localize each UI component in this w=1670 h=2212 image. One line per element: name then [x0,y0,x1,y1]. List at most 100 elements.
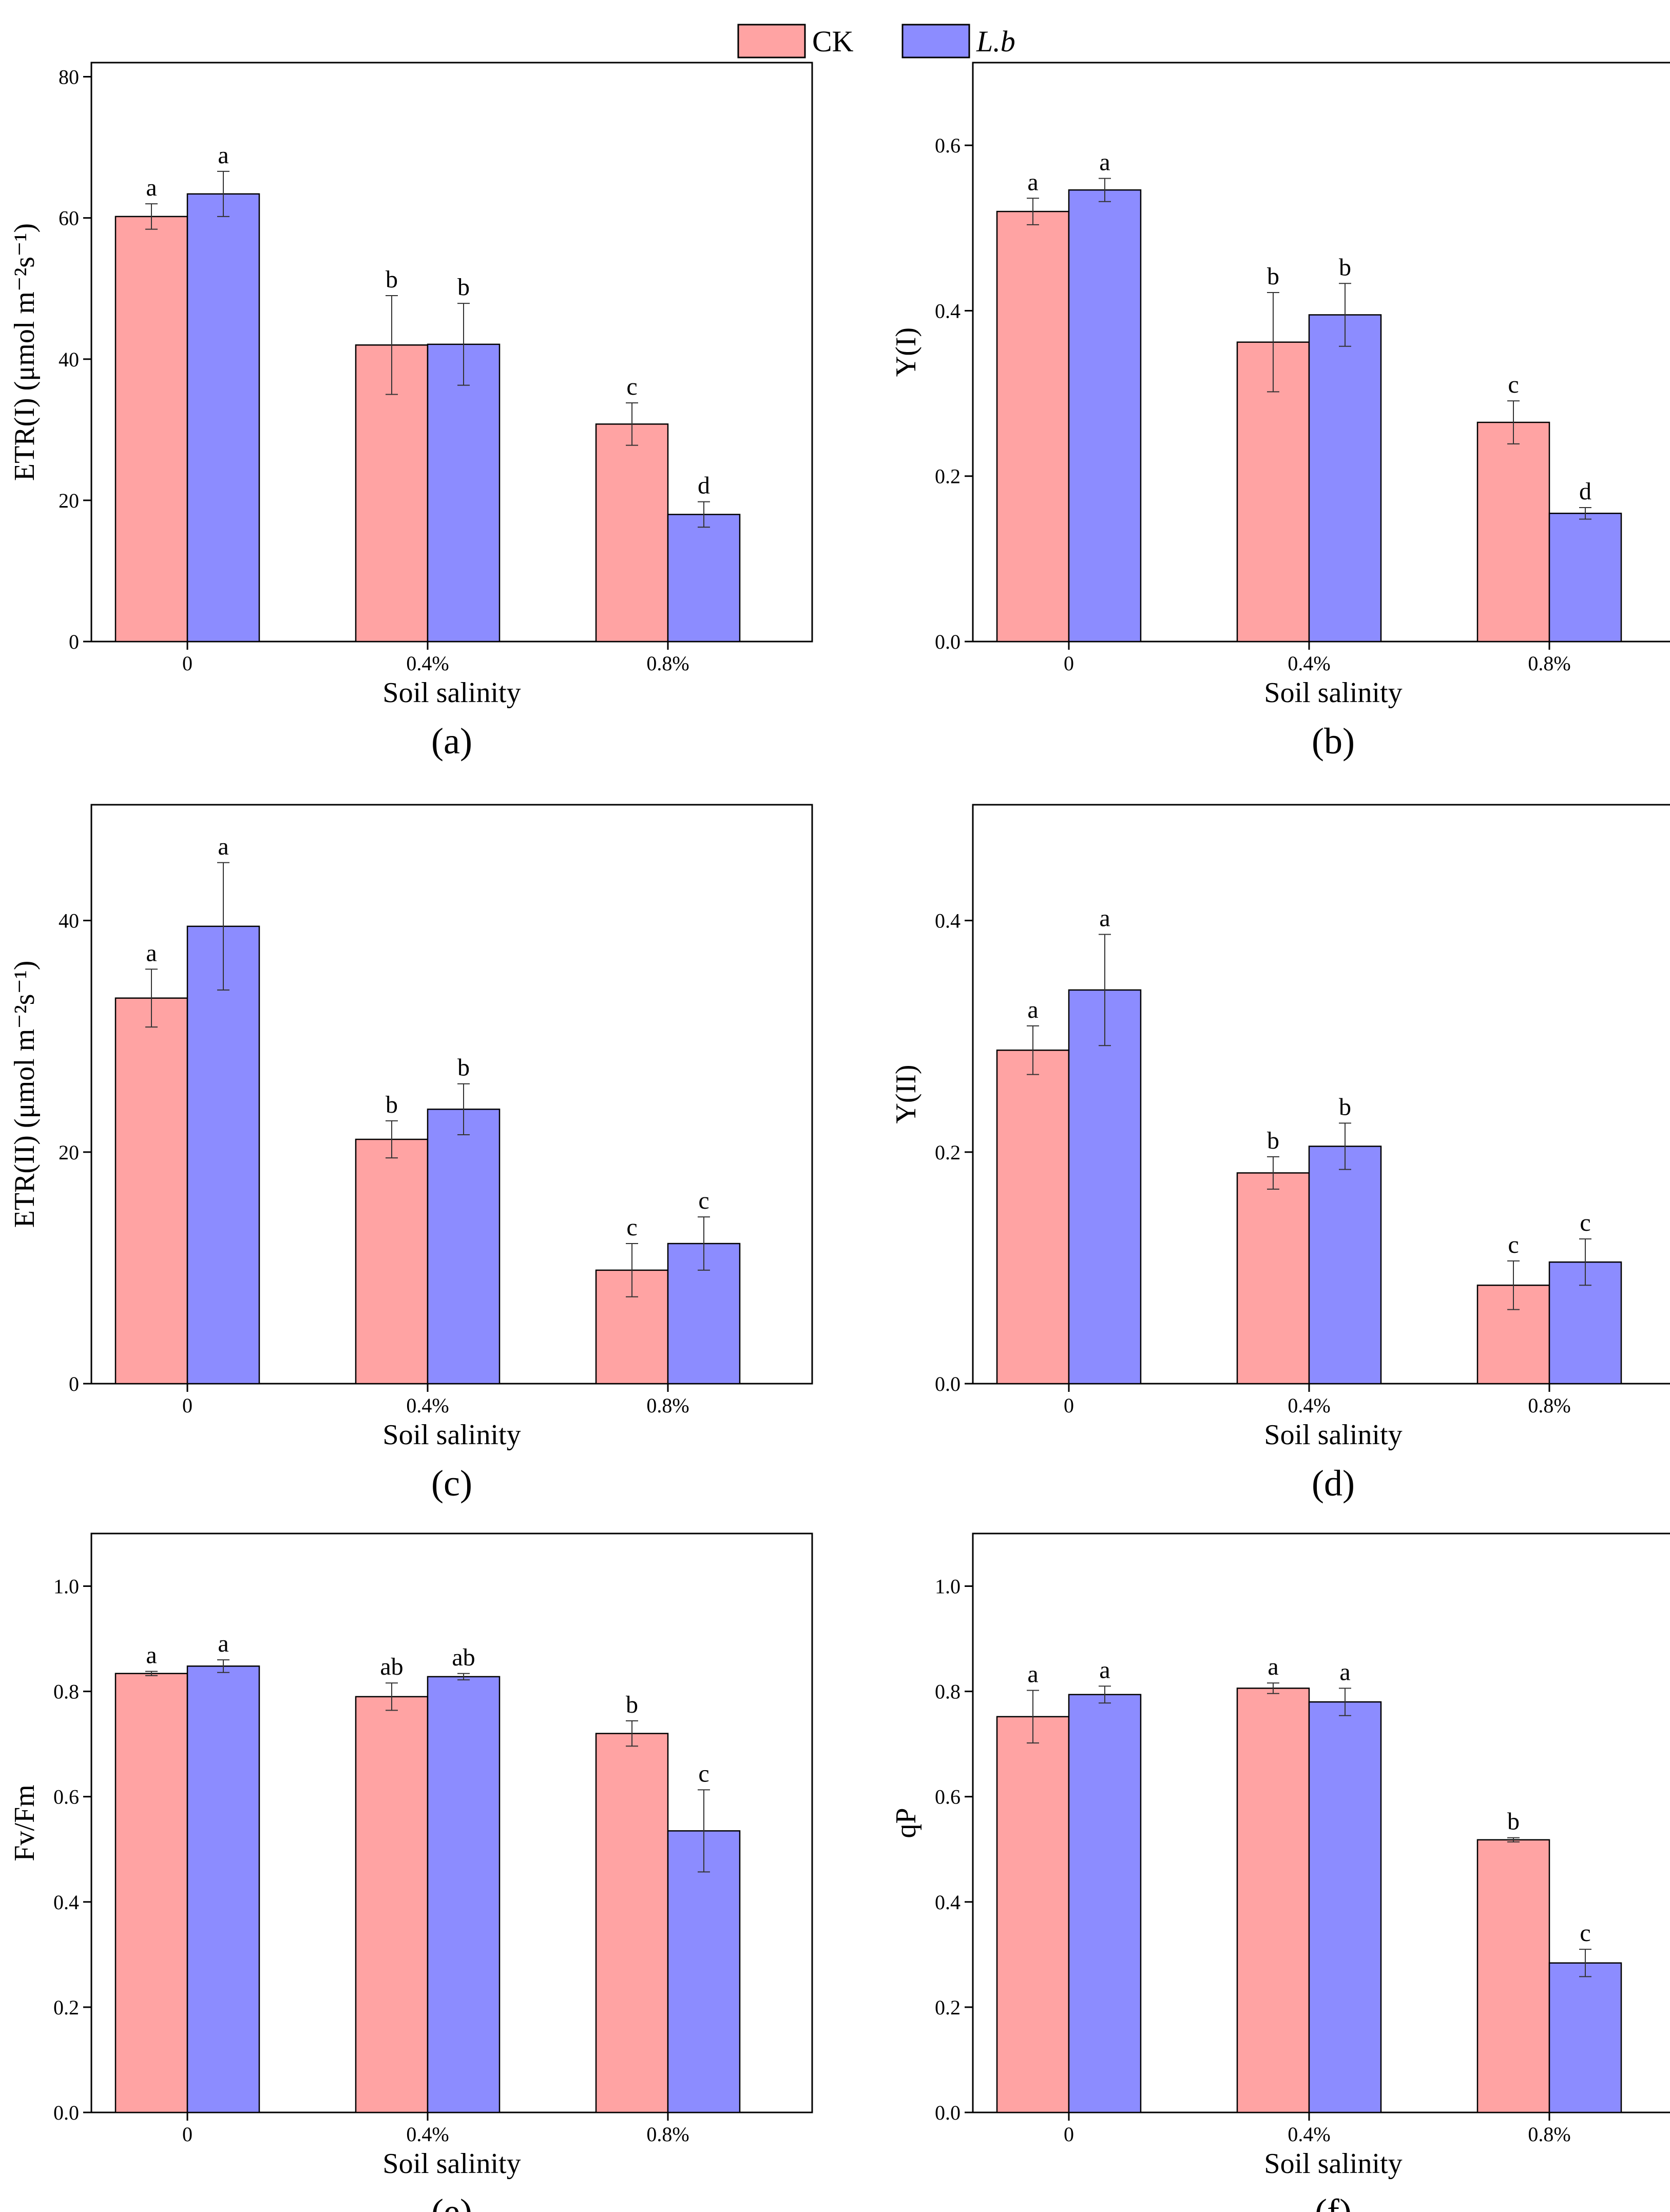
panel-f: 0.0 0.2 0.4 0.6 0.8 1.0 0 a a 0.4% a a 0.8% b c Soil sa… [890,1532,1670,2212]
bar-ck [114,997,188,1385]
significance-letter: a [1027,996,1038,1023]
bar-ck [355,1696,429,2113]
significance-letter: c [1508,1231,1519,1258]
x-tick-label: 0 [1064,1394,1074,1417]
significance-letter: c [626,1214,637,1241]
bar-ck [996,1716,1070,2113]
panel-label: (a) [431,721,472,762]
x-tick-label: 0 [1064,652,1074,675]
x-tick-label: 0.8% [646,2123,689,2146]
y-tick-label: 0.2 [935,1141,961,1164]
x-tick-label: 0.8% [646,652,689,675]
legend-label-ck: CK [812,25,854,58]
y-tick-label: 0.0 [935,1372,961,1395]
x-tick-label: 0.4% [1288,1394,1330,1417]
legend-label-lb: L.b [976,25,1015,58]
bar-ck [595,1733,669,2113]
bar-lb [186,193,260,643]
panel-c: 0 20 40 0 a a 0.4% b b 0.8% c c Soil salinity ETR(II)… [9,804,813,1504]
significance-letter: a [1339,1658,1350,1685]
significance-letter: ab [452,1644,475,1671]
y-tick-label: 80 [59,66,79,89]
significance-letter: b [386,1091,398,1118]
x-tick-label: 0.4% [406,1394,449,1417]
bar-lb [427,1676,501,2113]
panel-label: (b) [1312,721,1355,762]
y-tick-label: 0.2 [935,465,961,488]
panel-d: 0.0 0.2 0.4 0 a a 0.4% b b 0.8% c c Soil salinity Y(I… [890,804,1670,1504]
bar-lb [1548,1962,1622,2113]
significance-letter: c [1508,371,1519,398]
y-tick-label: 0.4 [935,909,961,933]
panels: 0 20 40 60 80 0 a a 0.4% b b 0.8% c d Soil salinity ETR… [9,62,1670,2212]
panel-label: (c) [431,1463,472,1504]
x-tick-label: 0.8% [646,1394,689,1417]
legend-swatch-lb [901,24,970,59]
panel-label: (f) [1315,2191,1352,2212]
bar-lb [427,343,501,643]
x-tick-label: 0.8% [1528,1394,1570,1417]
bar-lb [667,1830,741,2113]
y-tick-label: 0.2 [935,1996,961,2019]
y-tick-label: 20 [59,489,79,512]
bar-ck [1236,1687,1310,2113]
x-axis-title: Soil salinity [1264,677,1402,709]
significance-letter: d [698,472,710,499]
y-tick-label: 0.6 [53,1786,79,1809]
x-axis-title: Soil salinity [1264,2148,1402,2180]
significance-letter: a [1268,1653,1278,1680]
x-tick-label: 0.4% [1288,2123,1330,2146]
x-axis-title: Soil salinity [1264,1419,1402,1451]
significance-letter: c [626,373,637,400]
significance-letter: a [1099,149,1110,176]
y-axis-title: Y(II) [890,1064,922,1123]
bar-lb [1068,189,1142,643]
panel-b: 0.0 0.2 0.4 0.6 0 a a 0.4% b b 0.8% c d Soil salinity… [890,62,1670,762]
bar-ck [114,216,188,643]
y-tick-label: 1.0 [53,1575,79,1598]
x-tick-label: 0 [182,2123,193,2146]
bar-ck [996,210,1070,643]
panel-label: (e) [431,2191,472,2212]
y-tick-label: 40 [59,348,79,371]
y-tick-label: 0.6 [935,134,961,157]
x-axis-title: Soil salinity [382,1419,521,1451]
significance-letter: b [1339,254,1351,281]
y-tick-label: 0.8 [53,1680,79,1703]
y-tick-label: 0 [69,1372,79,1395]
y-tick-label: 0.4 [935,1891,961,1914]
y-tick-label: 60 [59,207,79,230]
bar-lb [1068,1694,1142,2113]
y-axis-title: ETR(II) (μmol m⁻²s⁻¹) [9,961,41,1228]
significance-letter: a [218,142,228,169]
bar-ck [595,423,669,643]
significance-letter: b [1339,1093,1351,1120]
significance-letter: b [1267,1127,1279,1154]
x-tick-label: 0.4% [406,652,449,675]
significance-letter: b [626,1691,638,1718]
significance-letter: a [146,174,157,201]
x-tick-label: 0.4% [1288,652,1330,675]
bar-ck [114,1673,188,2113]
significance-letter: a [146,1642,157,1669]
bar-lb [1548,512,1622,643]
x-tick-label: 0.8% [1528,2123,1570,2146]
y-tick-label: 0.2 [53,1996,79,2019]
significance-letter: a [146,939,157,966]
bar-lb [1068,989,1142,1385]
legend: CK L.b [737,24,1015,59]
significance-letter: a [1099,905,1110,932]
bar-lb [1308,1701,1382,2113]
bar-ck [1476,421,1550,643]
panel-label: (d) [1312,1463,1355,1504]
significance-letter: d [1579,478,1591,505]
y-tick-label: 0.0 [935,2101,961,2124]
y-tick-label: 0.0 [53,2101,79,2124]
y-tick-label: 0.6 [935,1786,961,1809]
significance-letter: ab [380,1653,403,1680]
significance-letter: a [1027,168,1038,196]
significance-letter: c [1580,1209,1590,1236]
bar-lb [427,1109,501,1385]
significance-letter: b [457,1054,470,1081]
y-tick-label: 0.0 [935,630,961,653]
